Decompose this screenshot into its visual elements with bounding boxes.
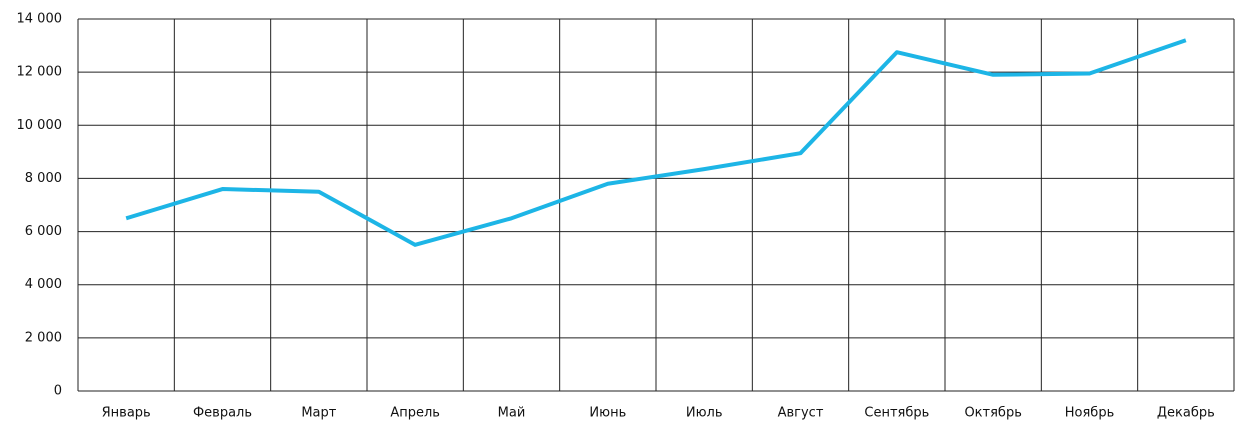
y-tick-label: 14 000 bbox=[17, 12, 63, 27]
x-tick-label: Декабрь bbox=[1157, 406, 1215, 421]
x-tick-label: Август bbox=[778, 406, 824, 421]
y-tick-label: 6 000 bbox=[25, 224, 62, 239]
x-tick-label: Июль bbox=[686, 406, 723, 421]
y-tick-label: 12 000 bbox=[17, 65, 63, 80]
x-tick-label: Ноябрь bbox=[1065, 406, 1114, 421]
y-tick-label: 8 000 bbox=[25, 171, 62, 186]
y-tick-label: 2 000 bbox=[25, 330, 62, 345]
x-tick-label: Март bbox=[301, 406, 336, 421]
x-tick-label: Январь bbox=[102, 406, 151, 421]
series-line bbox=[125, 38, 1187, 247]
x-tick-label: Сентябрь bbox=[864, 406, 929, 421]
x-tick-label: Май bbox=[498, 406, 526, 421]
y-tick-label: 10 000 bbox=[17, 118, 63, 133]
y-tick-label: 0 bbox=[54, 384, 62, 399]
y-tick-label: 4 000 bbox=[25, 277, 62, 292]
x-tick-label: Апрель bbox=[390, 406, 440, 421]
x-tick-label: Февраль bbox=[193, 406, 252, 421]
x-tick-label: Октябрь bbox=[964, 406, 1021, 421]
x-tick-label: Июнь bbox=[589, 406, 626, 421]
